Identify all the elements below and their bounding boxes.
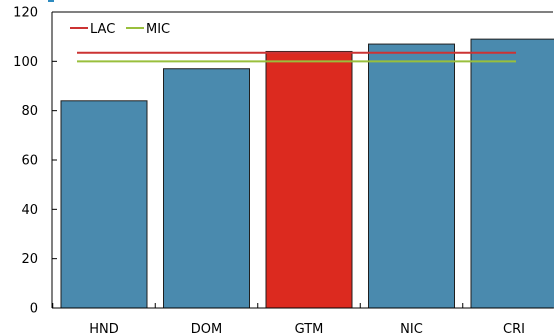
bar-dom [163, 68, 250, 309]
y-tick-label: 40 [21, 203, 38, 218]
legend: LAC MIC [70, 22, 170, 37]
axes-group [48, 0, 553, 309]
bar-hnd [60, 100, 148, 309]
y-tick-label: 80 [21, 104, 38, 119]
bar-cri [470, 38, 554, 309]
x-tick-label: NIC [400, 322, 423, 336]
bar-nic [368, 43, 455, 309]
bar-gtm [265, 50, 353, 309]
y-tick-label: 100 [13, 55, 38, 70]
legend-label-lac: LAC [90, 22, 115, 37]
x-tick-label: DOM [191, 322, 222, 336]
reference-lines [77, 51, 516, 63]
y-tick-label: 60 [21, 154, 38, 169]
y-tick-label: 20 [21, 252, 38, 267]
x-tick-label: CRI [503, 322, 525, 336]
x-tick-label: HND [89, 322, 119, 336]
y-axis-ticks: 0 20 40 60 80 100 120 [13, 6, 57, 317]
y-tick-label: 120 [13, 6, 38, 21]
bars-group [60, 38, 554, 309]
legend-label-mic: MIC [146, 22, 170, 37]
y-tick-label: 0 [30, 302, 38, 317]
x-axis-ticks: HND DOM GTM NIC CRI [52, 303, 525, 336]
x-tick-label: GTM [295, 322, 324, 336]
